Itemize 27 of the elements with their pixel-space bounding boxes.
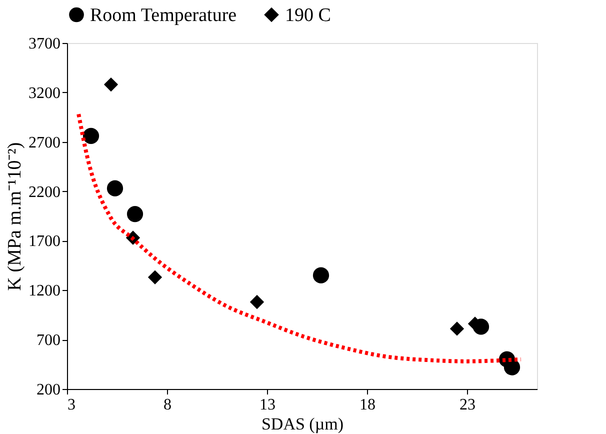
point: [106, 180, 124, 196]
x-tick-label: 3: [68, 396, 76, 414]
legend-label: 190 C: [285, 4, 331, 26]
y-tick-label: 1200: [28, 282, 60, 300]
y-axis-title: K (MPa m.m⁻¹10⁻²): [4, 142, 26, 291]
x-tick-label: 23: [460, 396, 476, 414]
y-tick-label: 3200: [28, 84, 60, 102]
point: [82, 128, 100, 144]
point: [450, 322, 464, 336]
line-series: [76, 112, 523, 364]
point: [148, 270, 162, 284]
point: [104, 77, 118, 92]
x-tick-label: 13: [260, 396, 276, 414]
point: [126, 206, 144, 222]
point: [312, 267, 330, 284]
y-tick-label: 200: [36, 382, 60, 398]
y-tick-label: 3700: [28, 36, 60, 52]
point: [504, 359, 520, 376]
x-tick-label: 18: [360, 396, 376, 414]
legend-label: Room Temperature: [90, 4, 237, 26]
y-tick-label: 1700: [28, 233, 60, 250]
point: [250, 294, 264, 310]
x-axis-title: SDAS (µm): [261, 414, 344, 434]
y-tick-label: 2200: [28, 184, 60, 201]
y-tick-label: 2700: [28, 134, 60, 152]
x-tick-label: 8: [164, 396, 172, 414]
y-tick-label: 700: [36, 332, 60, 350]
